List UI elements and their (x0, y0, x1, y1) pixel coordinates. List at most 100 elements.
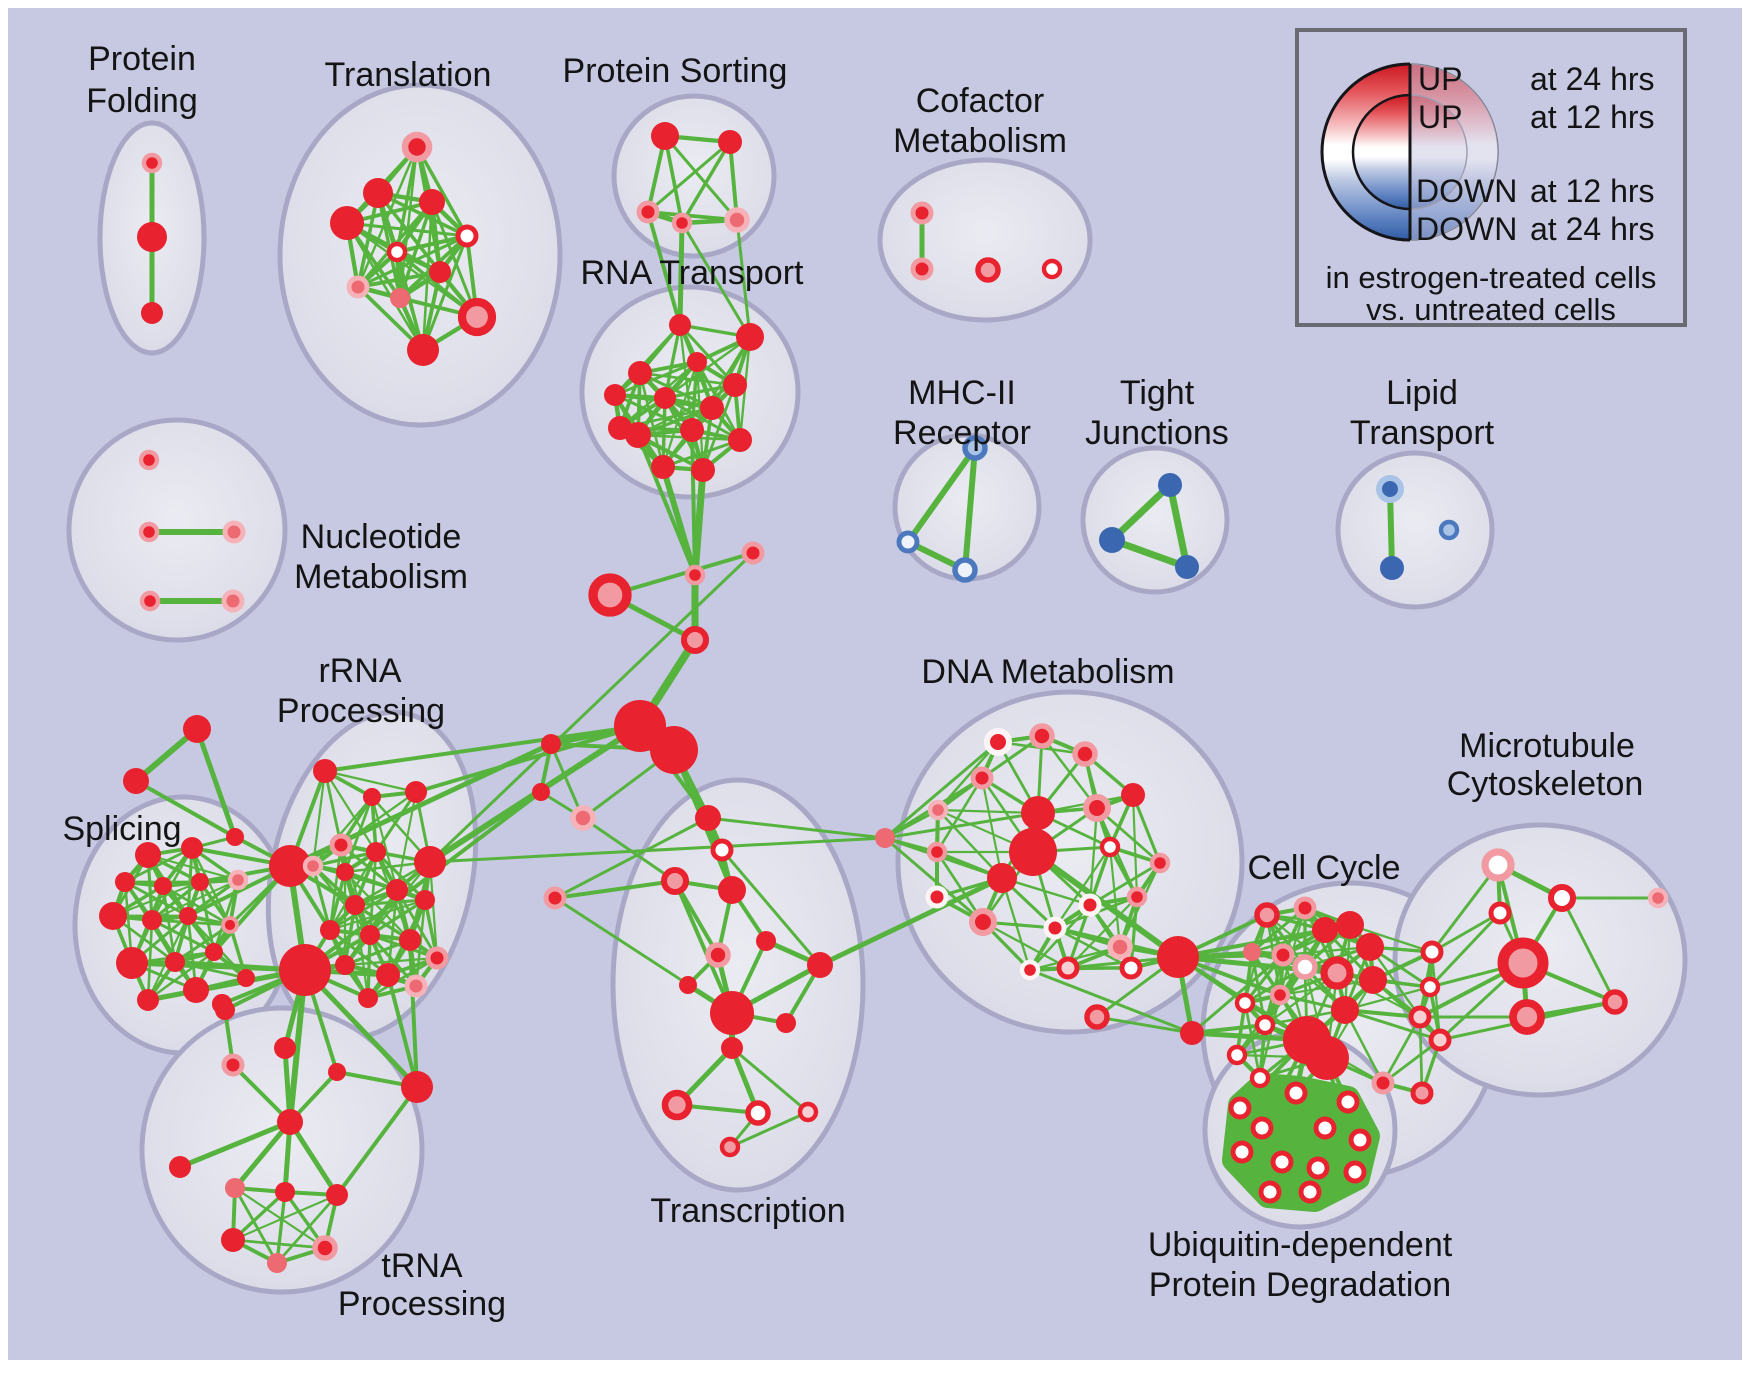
network-node (386, 241, 408, 263)
network-node (719, 1136, 741, 1158)
network-node (1119, 956, 1143, 980)
legend-footer-text: vs. untreated cells (1366, 292, 1616, 327)
network-node (1078, 893, 1102, 917)
network-edge (303, 790, 543, 972)
cluster-label-cell-cycle: Cell Cycle (1247, 849, 1400, 887)
network-node (142, 910, 162, 930)
network-node (138, 521, 160, 543)
network-edge (1095, 1015, 1194, 1035)
network-edge (663, 134, 739, 222)
legend-row-text: at 12 hrs (1530, 99, 1655, 135)
legend-faded-half (1410, 64, 1498, 240)
network-node (975, 257, 1001, 283)
network-node (1348, 1128, 1372, 1152)
network-node (679, 976, 697, 994)
network-node (183, 715, 211, 743)
network-edge (356, 270, 442, 289)
network-node (1320, 956, 1354, 990)
cluster-label-ubiquitin-degradation: Ubiquitin-dependent (1148, 1226, 1453, 1264)
network-edge (1131, 793, 1139, 899)
network-node (312, 1235, 338, 1261)
network-node (1647, 887, 1669, 909)
network-node (183, 977, 209, 1003)
network-node (1284, 1081, 1308, 1105)
network-node (1428, 1028, 1452, 1052)
network-node (776, 1013, 796, 1033)
network-node (718, 130, 742, 154)
network-edge (353, 903, 370, 1000)
network-edge (673, 879, 734, 1015)
network-node (405, 781, 427, 803)
network-node (680, 625, 710, 655)
cluster-label-protein-folding: Folding (86, 82, 198, 120)
network-node (650, 726, 698, 774)
network-edge (680, 221, 752, 339)
network-node (660, 866, 690, 896)
network-edge (177, 1119, 293, 1170)
network-edge (962, 445, 978, 573)
network-node (1021, 796, 1055, 830)
network-node (1410, 1081, 1434, 1105)
network-node (320, 920, 340, 940)
network-edge (730, 1046, 810, 1114)
network-nodes (99, 122, 1669, 1273)
network-node (1099, 527, 1125, 553)
network-edge (690, 428, 697, 577)
network-node (212, 994, 232, 1014)
network-edge (1430, 863, 1500, 954)
network-node (1420, 940, 1444, 964)
network-edge (883, 740, 1000, 840)
network-edge (817, 875, 1005, 968)
network-edge (374, 850, 427, 902)
network-edge (706, 816, 887, 840)
network-node (221, 1228, 245, 1252)
network-edge (1381, 1015, 1422, 1085)
legend-row-text: UP (1418, 99, 1462, 135)
network-node (1292, 954, 1318, 980)
network-node (710, 991, 754, 1035)
ubiquitin-edge-blob (1222, 1073, 1380, 1212)
network-node (604, 384, 626, 406)
cluster-bubble-trna-processing (139, 1005, 425, 1295)
network-edge (302, 967, 420, 1090)
network-edge (1166, 481, 1191, 571)
network-edge (638, 371, 737, 387)
network-edge (414, 724, 642, 794)
network-edge (323, 769, 418, 794)
network-node (419, 189, 445, 215)
network-node (429, 261, 451, 283)
network-edge (343, 956, 439, 967)
cluster-bubble-cofactor-metabolism (877, 157, 1093, 323)
network-node (700, 396, 724, 420)
cluster-label-dna-metabolism: DNA Metabolism (921, 653, 1174, 691)
network-edge (428, 860, 439, 960)
network-edge (232, 1119, 293, 1191)
network-edge (1129, 895, 1139, 970)
network-node (987, 863, 1017, 893)
network-node (797, 1101, 819, 1123)
network-node (684, 564, 706, 586)
network-edge (430, 200, 479, 319)
network-node (1298, 1180, 1322, 1204)
network-node (1084, 1004, 1110, 1030)
network-edge (287, 1119, 340, 1198)
network-edge (150, 878, 240, 922)
network-node (1356, 933, 1384, 961)
network-edge (1343, 985, 1432, 1012)
network-node (926, 841, 948, 863)
network-edge (661, 438, 742, 469)
network-node (1408, 1005, 1432, 1029)
cluster-label-nucleotide-metabolism: Nucleotide (301, 518, 462, 556)
network-edge (328, 850, 378, 932)
network-node (1305, 1036, 1349, 1080)
network-edge (1000, 876, 1092, 907)
network-node (718, 876, 746, 904)
network-edge (356, 191, 380, 289)
network-edge (111, 880, 202, 918)
network-node (137, 989, 159, 1011)
network-node (345, 895, 365, 915)
legend-row-text: at 12 hrs (1530, 173, 1655, 209)
network-node (1293, 896, 1317, 920)
legend-left-outer-arc (1320, 62, 1411, 242)
